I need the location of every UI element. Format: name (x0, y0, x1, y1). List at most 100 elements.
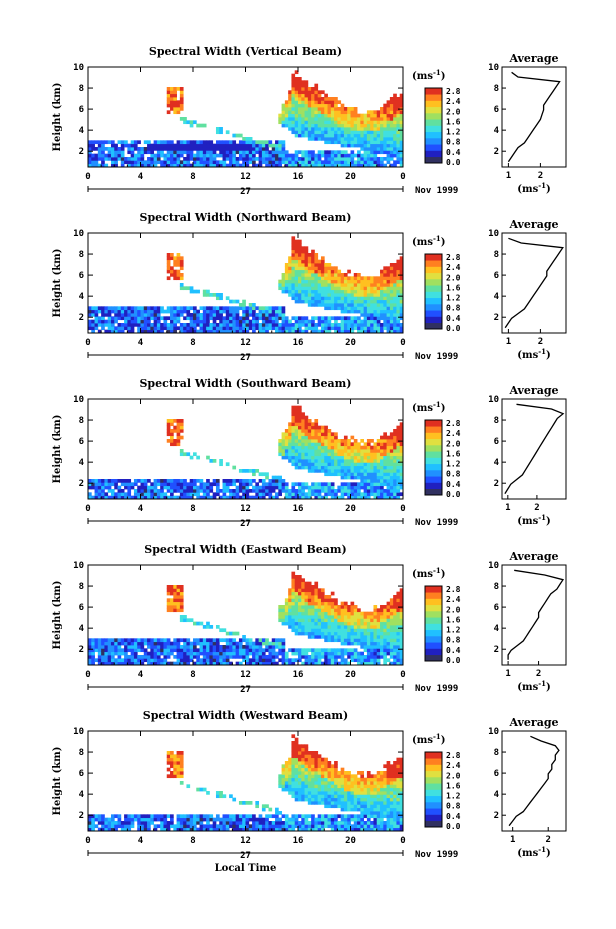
heatmap-cell (229, 163, 233, 168)
heatmap-cell (91, 485, 95, 490)
heatmap-cell (353, 615, 358, 619)
heatmap-cell (386, 127, 391, 131)
heatmap-cell (334, 651, 338, 656)
heatmap-cell (327, 299, 332, 304)
heatmap-cell (330, 625, 335, 629)
heatmap-cell (298, 482, 302, 487)
heatmap-cell (298, 103, 302, 108)
heatmap-cell (314, 316, 319, 321)
heatmap-cell (137, 309, 141, 314)
heatmap-cell (163, 641, 168, 646)
heatmap-cell (202, 123, 207, 128)
heatmap-cell (353, 621, 358, 626)
heatmap-cell (370, 635, 374, 639)
heatmap-cell (176, 150, 181, 155)
heatmap-cell (298, 429, 302, 433)
heatmap-cell (366, 645, 371, 649)
heatmap-cell (360, 283, 365, 287)
heatmap-cell (314, 127, 319, 131)
heatmap-cell (252, 329, 256, 334)
heatmap-cell (360, 615, 365, 619)
colorbar-unit: (ms-1) (412, 68, 445, 82)
heatmap-cell (301, 269, 305, 274)
heatmap-cell (186, 163, 191, 168)
heatmap-cell (370, 655, 374, 659)
colorbar-swatch (425, 629, 442, 637)
heatmap-cell (284, 601, 289, 606)
heatmap-cell (255, 140, 260, 145)
heatmap-cell (347, 661, 351, 666)
heatmap-cell (291, 130, 296, 135)
heatmap-cell (357, 293, 361, 297)
heatmap-cell (183, 150, 187, 155)
heatmap-cell (301, 605, 305, 609)
heatmap-cell (383, 449, 387, 453)
heatmap-cell (298, 651, 302, 656)
heatmap-cell (389, 638, 394, 643)
heatmap-cell (337, 117, 342, 121)
heatmap-cell (94, 323, 99, 327)
heatmap-cell (353, 492, 358, 497)
heatmap-cell (393, 621, 397, 626)
heatmap-cell (396, 648, 401, 653)
heatmap-cell (189, 319, 194, 324)
heatmap-cell (242, 489, 246, 493)
heatmap-cell (252, 645, 256, 649)
heatmap-cell (396, 611, 401, 616)
heatmap-cell (396, 259, 401, 264)
heatmap-cell (311, 621, 315, 626)
colorbar-swatch (425, 316, 442, 324)
heatmap-cell (340, 163, 345, 168)
heatmap-cell (291, 97, 296, 101)
heatmap-cell (357, 459, 361, 463)
heatmap-cell (156, 153, 161, 158)
heatmap-cell (396, 449, 401, 453)
heatmap-cell (340, 103, 345, 108)
heatmap-cell (393, 489, 397, 493)
average-y-tick-label: 10 (488, 395, 499, 405)
heatmap-cell (360, 276, 365, 281)
heatmap-cell (370, 299, 374, 304)
heatmap-cell (376, 319, 381, 324)
heatmap-cell (324, 140, 328, 145)
heatmap-cell (281, 641, 286, 646)
heatmap-cell (291, 588, 296, 593)
heatmap-cell (225, 645, 230, 649)
heatmap-cell (104, 485, 109, 490)
heatmap-cell (294, 492, 299, 497)
heatmap-cell (291, 449, 296, 453)
colorbar-tick-label: 1.2 (446, 626, 461, 635)
heatmap-cell (337, 283, 342, 287)
heatmap-cell (320, 439, 325, 443)
average-y-tick-label: 2 (494, 645, 499, 655)
heatmap-cell (304, 605, 309, 609)
heatmap-cell (347, 123, 351, 128)
heatmap-cell (366, 153, 371, 158)
heatmap-cell (360, 117, 365, 121)
heatmap-cell (212, 326, 217, 331)
heatmap-cell (347, 455, 351, 460)
heatmap-cell (393, 130, 397, 135)
heatmap-cell (137, 641, 141, 646)
heatmap-cell (311, 329, 315, 334)
heatmap-cell (343, 648, 348, 653)
heatmap-cell (334, 432, 338, 437)
heatmap-cell (127, 157, 132, 161)
heatmap-cell (383, 319, 387, 324)
heatmap-cell (340, 303, 345, 307)
heatmap-cell (232, 495, 237, 500)
heatmap-cell (179, 449, 184, 453)
heatmap-cell (383, 140, 387, 145)
heatmap-cell (179, 329, 184, 334)
heatmap-cell (268, 655, 273, 659)
heatmap-cell (301, 628, 305, 633)
heatmap-cell (238, 326, 243, 331)
heatmap-cell (206, 658, 210, 663)
heatmap-cell (170, 100, 174, 105)
heatmap-cell (399, 608, 404, 613)
heatmap-cell (193, 313, 197, 317)
heatmap-cell (380, 651, 384, 656)
heatmap-cell (196, 655, 200, 659)
heatmap-cell (229, 150, 233, 155)
heatmap-cell (301, 133, 305, 138)
